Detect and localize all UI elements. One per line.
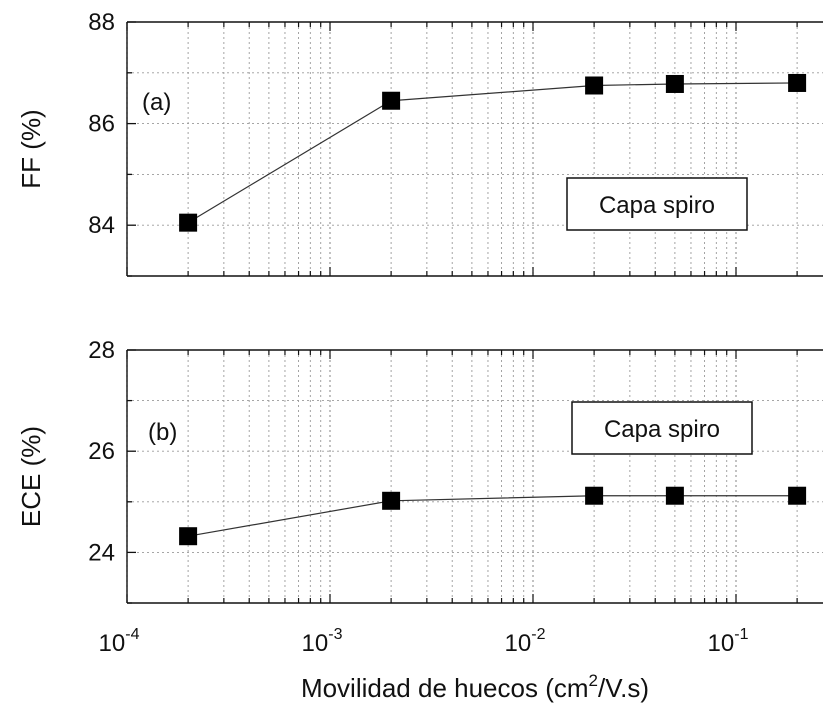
annotation-box bbox=[566, 177, 748, 231]
panel-b: 24 26 28 ECE (%) (b) Capa spiro bbox=[16, 337, 823, 604]
x-tick-label: 10-4 bbox=[99, 626, 140, 657]
panel-label: (b) bbox=[148, 419, 177, 446]
y-tick-label: 28 bbox=[88, 337, 115, 364]
x-tick-label: 10-1 bbox=[708, 626, 749, 657]
data-point bbox=[788, 73, 807, 92]
x-axis-title: Movilidad de huecos (cm2/V.s) bbox=[301, 671, 649, 703]
x-tick-label: 10-3 bbox=[302, 626, 343, 657]
data-point bbox=[665, 486, 684, 505]
x-axis: 10-4 10-3 10-2 10-1 bbox=[99, 626, 749, 657]
data-point bbox=[382, 91, 401, 110]
data-point bbox=[665, 74, 684, 93]
annotation-box bbox=[571, 401, 753, 455]
y-tick-label: 26 bbox=[88, 438, 115, 465]
panel-a: 84 86 88 FF (%) (a) Capa spiro bbox=[16, 9, 823, 277]
panel-label: (a) bbox=[142, 89, 171, 116]
data-point bbox=[585, 486, 604, 505]
data-point bbox=[179, 213, 198, 232]
data-point bbox=[585, 76, 604, 95]
x-axis-title-tail: /V.s) bbox=[598, 673, 649, 703]
x-axis-title-main: Movilidad de huecos (cm bbox=[301, 673, 589, 703]
data-point bbox=[788, 486, 807, 505]
x-axis-title-sup: 2 bbox=[589, 671, 598, 690]
y-tick-label: 86 bbox=[88, 111, 115, 138]
annotation-text: Capa spiro bbox=[604, 416, 720, 443]
annotation-text: Capa spiro bbox=[599, 192, 715, 219]
y-axis-title: FF (%) bbox=[16, 109, 46, 188]
y-tick-label: 84 bbox=[88, 212, 115, 239]
y-tick-label: 88 bbox=[88, 9, 115, 36]
data-point bbox=[179, 527, 198, 546]
data-point bbox=[382, 491, 401, 510]
y-axis-title: ECE (%) bbox=[16, 426, 46, 527]
x-tick-label: 10-2 bbox=[505, 626, 546, 657]
y-tick-label: 24 bbox=[88, 539, 115, 566]
